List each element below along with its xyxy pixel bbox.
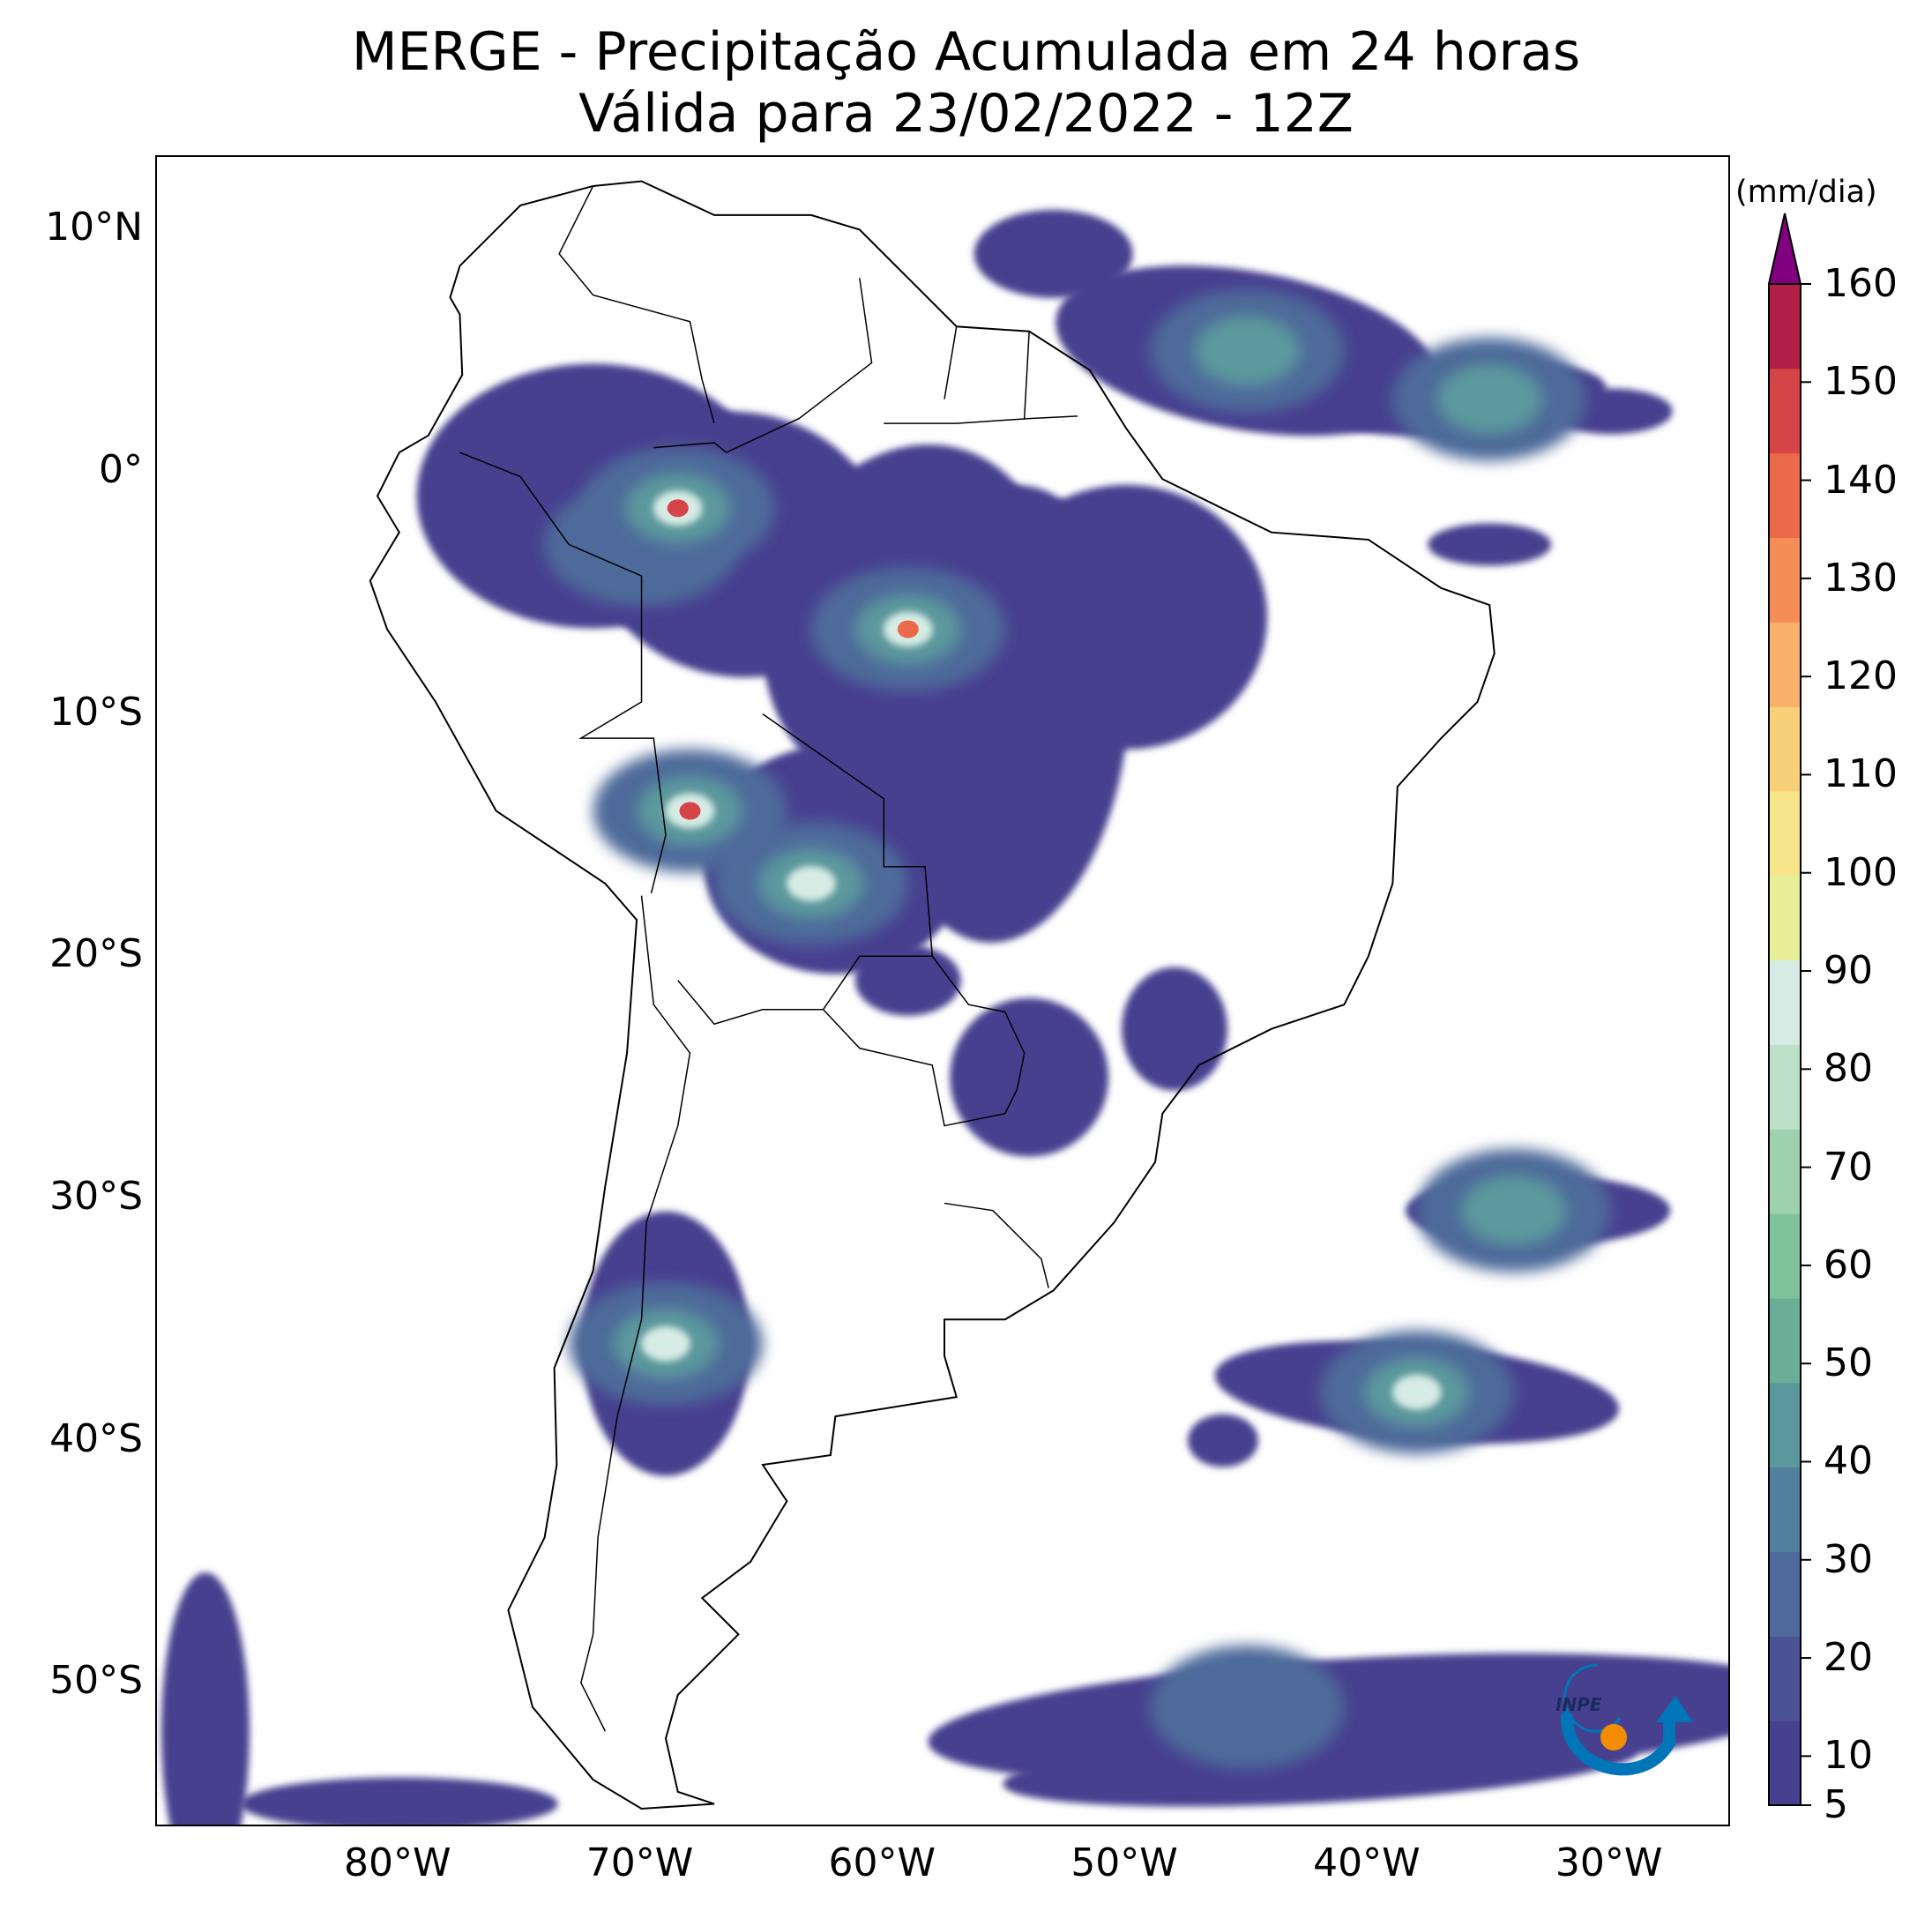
colorbar-tick-label: 140 bbox=[1824, 457, 1898, 503]
rain-area-far-south-band bbox=[1150, 1645, 1345, 1769]
colorbar-tick-label: 30 bbox=[1824, 1536, 1873, 1582]
logo-orange-dot bbox=[1600, 1724, 1627, 1751]
colorbar-tick-label: 20 bbox=[1824, 1635, 1873, 1681]
colorbar-band bbox=[1769, 284, 1801, 370]
lat-tick-label: 10°N bbox=[45, 205, 143, 250]
colorbar-band bbox=[1769, 959, 1801, 1045]
rain-peak-argentina-central bbox=[641, 1325, 691, 1362]
logo-orbit-arc bbox=[1561, 1712, 1675, 1776]
colorbar-tick-label: 100 bbox=[1824, 849, 1898, 895]
rain-area-base bbox=[160, 1572, 250, 1825]
rain-peak-south-atlantic-band bbox=[1391, 1374, 1442, 1410]
rain-area-base bbox=[240, 1777, 558, 1825]
lat-tick-label: 40°S bbox=[49, 1415, 143, 1461]
colorbar-band bbox=[1769, 1636, 1801, 1721]
rain-area-base bbox=[1428, 523, 1552, 566]
colorbar-tick-label: 160 bbox=[1824, 261, 1898, 306]
rain-max-amazon-core-max bbox=[667, 499, 689, 518]
colorbar-tick-label: 60 bbox=[1824, 1242, 1873, 1288]
lon-tick-label: 70°W bbox=[586, 1840, 694, 1885]
rain-core-atlantic-equatorial bbox=[1436, 363, 1543, 435]
colorbar-tick-label: 90 bbox=[1824, 948, 1873, 994]
rain-area-base bbox=[1187, 1414, 1258, 1467]
colorbar-outline bbox=[1768, 283, 1801, 1806]
rain-area-base bbox=[973, 209, 1133, 298]
lon-tick-label: 80°W bbox=[344, 1840, 451, 1885]
country-border bbox=[580, 895, 691, 1732]
country-border bbox=[1023, 331, 1030, 419]
lat-tick-label: 0° bbox=[99, 447, 143, 493]
lon-tick-label: 50°W bbox=[1070, 1840, 1178, 1885]
country-border bbox=[944, 1202, 1049, 1288]
country-border bbox=[653, 278, 873, 453]
rain-area-base bbox=[854, 944, 961, 1016]
colorbar-band bbox=[1769, 622, 1801, 707]
colorbar-band bbox=[1769, 1382, 1801, 1468]
rain-area-base bbox=[950, 997, 1109, 1157]
rain-peak-pantanal bbox=[786, 865, 836, 901]
country-border bbox=[677, 713, 934, 1026]
lon-tick-label: 60°W bbox=[828, 1840, 936, 1885]
precipitation-shading bbox=[160, 209, 1728, 1825]
colorbar-band bbox=[1769, 452, 1801, 538]
logo-text: INPE bbox=[1555, 1694, 1602, 1715]
country-border bbox=[884, 415, 1078, 424]
colorbar-tick-label: 5 bbox=[1824, 1782, 1848, 1827]
rain-area-base bbox=[1003, 1728, 1637, 1807]
map-plot-area bbox=[155, 155, 1730, 1826]
colorbar-band bbox=[1769, 1213, 1801, 1299]
colorbar-tick-label: 130 bbox=[1824, 555, 1898, 601]
country-border bbox=[944, 326, 958, 399]
colorbar-tick-label: 50 bbox=[1824, 1340, 1873, 1386]
colorbar-tick-label: 40 bbox=[1824, 1438, 1873, 1484]
colorbar-tick-label: 150 bbox=[1824, 359, 1898, 405]
rain-core-south-atlantic-30s bbox=[1460, 1175, 1567, 1246]
rain-max-central-brazil-max bbox=[897, 620, 919, 638]
country-border bbox=[459, 452, 570, 545]
rain-area-base bbox=[1122, 967, 1228, 1091]
colorbar-extend-arrow bbox=[1767, 213, 1802, 285]
country-borders bbox=[369, 180, 1496, 1810]
colorbar-band bbox=[1769, 1467, 1801, 1552]
precipitation-map bbox=[160, 180, 1728, 1825]
colorbar-tick-label: 10 bbox=[1824, 1733, 1873, 1779]
rain-area-base bbox=[985, 484, 1268, 750]
south-america-coastline bbox=[369, 180, 1496, 1810]
colorbar-band bbox=[1769, 791, 1801, 877]
lat-tick-label: 20°S bbox=[49, 931, 143, 977]
colorbar-tick-label: 70 bbox=[1824, 1144, 1873, 1190]
colorbar-band bbox=[1769, 537, 1801, 623]
rain-core-guianas bbox=[1194, 315, 1301, 386]
lat-tick-label: 50°S bbox=[49, 1658, 143, 1704]
colorbar-band bbox=[1769, 1721, 1801, 1806]
lat-tick-label: 10°S bbox=[49, 689, 143, 735]
lon-tick-label: 40°W bbox=[1313, 1840, 1421, 1885]
colorbar-tick-label: 80 bbox=[1824, 1046, 1873, 1092]
rain-max-bolivia-max bbox=[679, 802, 701, 820]
colorbar-band bbox=[1769, 1551, 1801, 1637]
map-title-line2: Válida para 23/02/2022 - 12Z bbox=[578, 83, 1354, 145]
colorbar-unit: (mm/dia) bbox=[1735, 175, 1877, 210]
colorbar-tick-label: 110 bbox=[1824, 751, 1898, 797]
country-border bbox=[823, 955, 1026, 1127]
colorbar-band bbox=[1769, 1298, 1801, 1384]
colorbar-band bbox=[1769, 1129, 1801, 1214]
colorbar-band bbox=[1769, 706, 1801, 792]
colorbar-band bbox=[1769, 368, 1801, 454]
lat-tick-label: 30°S bbox=[49, 1173, 143, 1219]
inpe-logo: INPE bbox=[1555, 1663, 1693, 1776]
country-border bbox=[568, 543, 667, 894]
country-border bbox=[558, 185, 715, 424]
colorbar-band bbox=[1769, 1044, 1801, 1130]
colorbar-tick-label: 120 bbox=[1824, 653, 1898, 699]
lon-tick-label: 30°W bbox=[1555, 1840, 1663, 1885]
colorbar-band bbox=[1769, 875, 1801, 961]
logo-arrow-head bbox=[1656, 1696, 1693, 1722]
map-title-line1: MERGE - Precipitação Acumulada em 24 hor… bbox=[351, 21, 1581, 83]
